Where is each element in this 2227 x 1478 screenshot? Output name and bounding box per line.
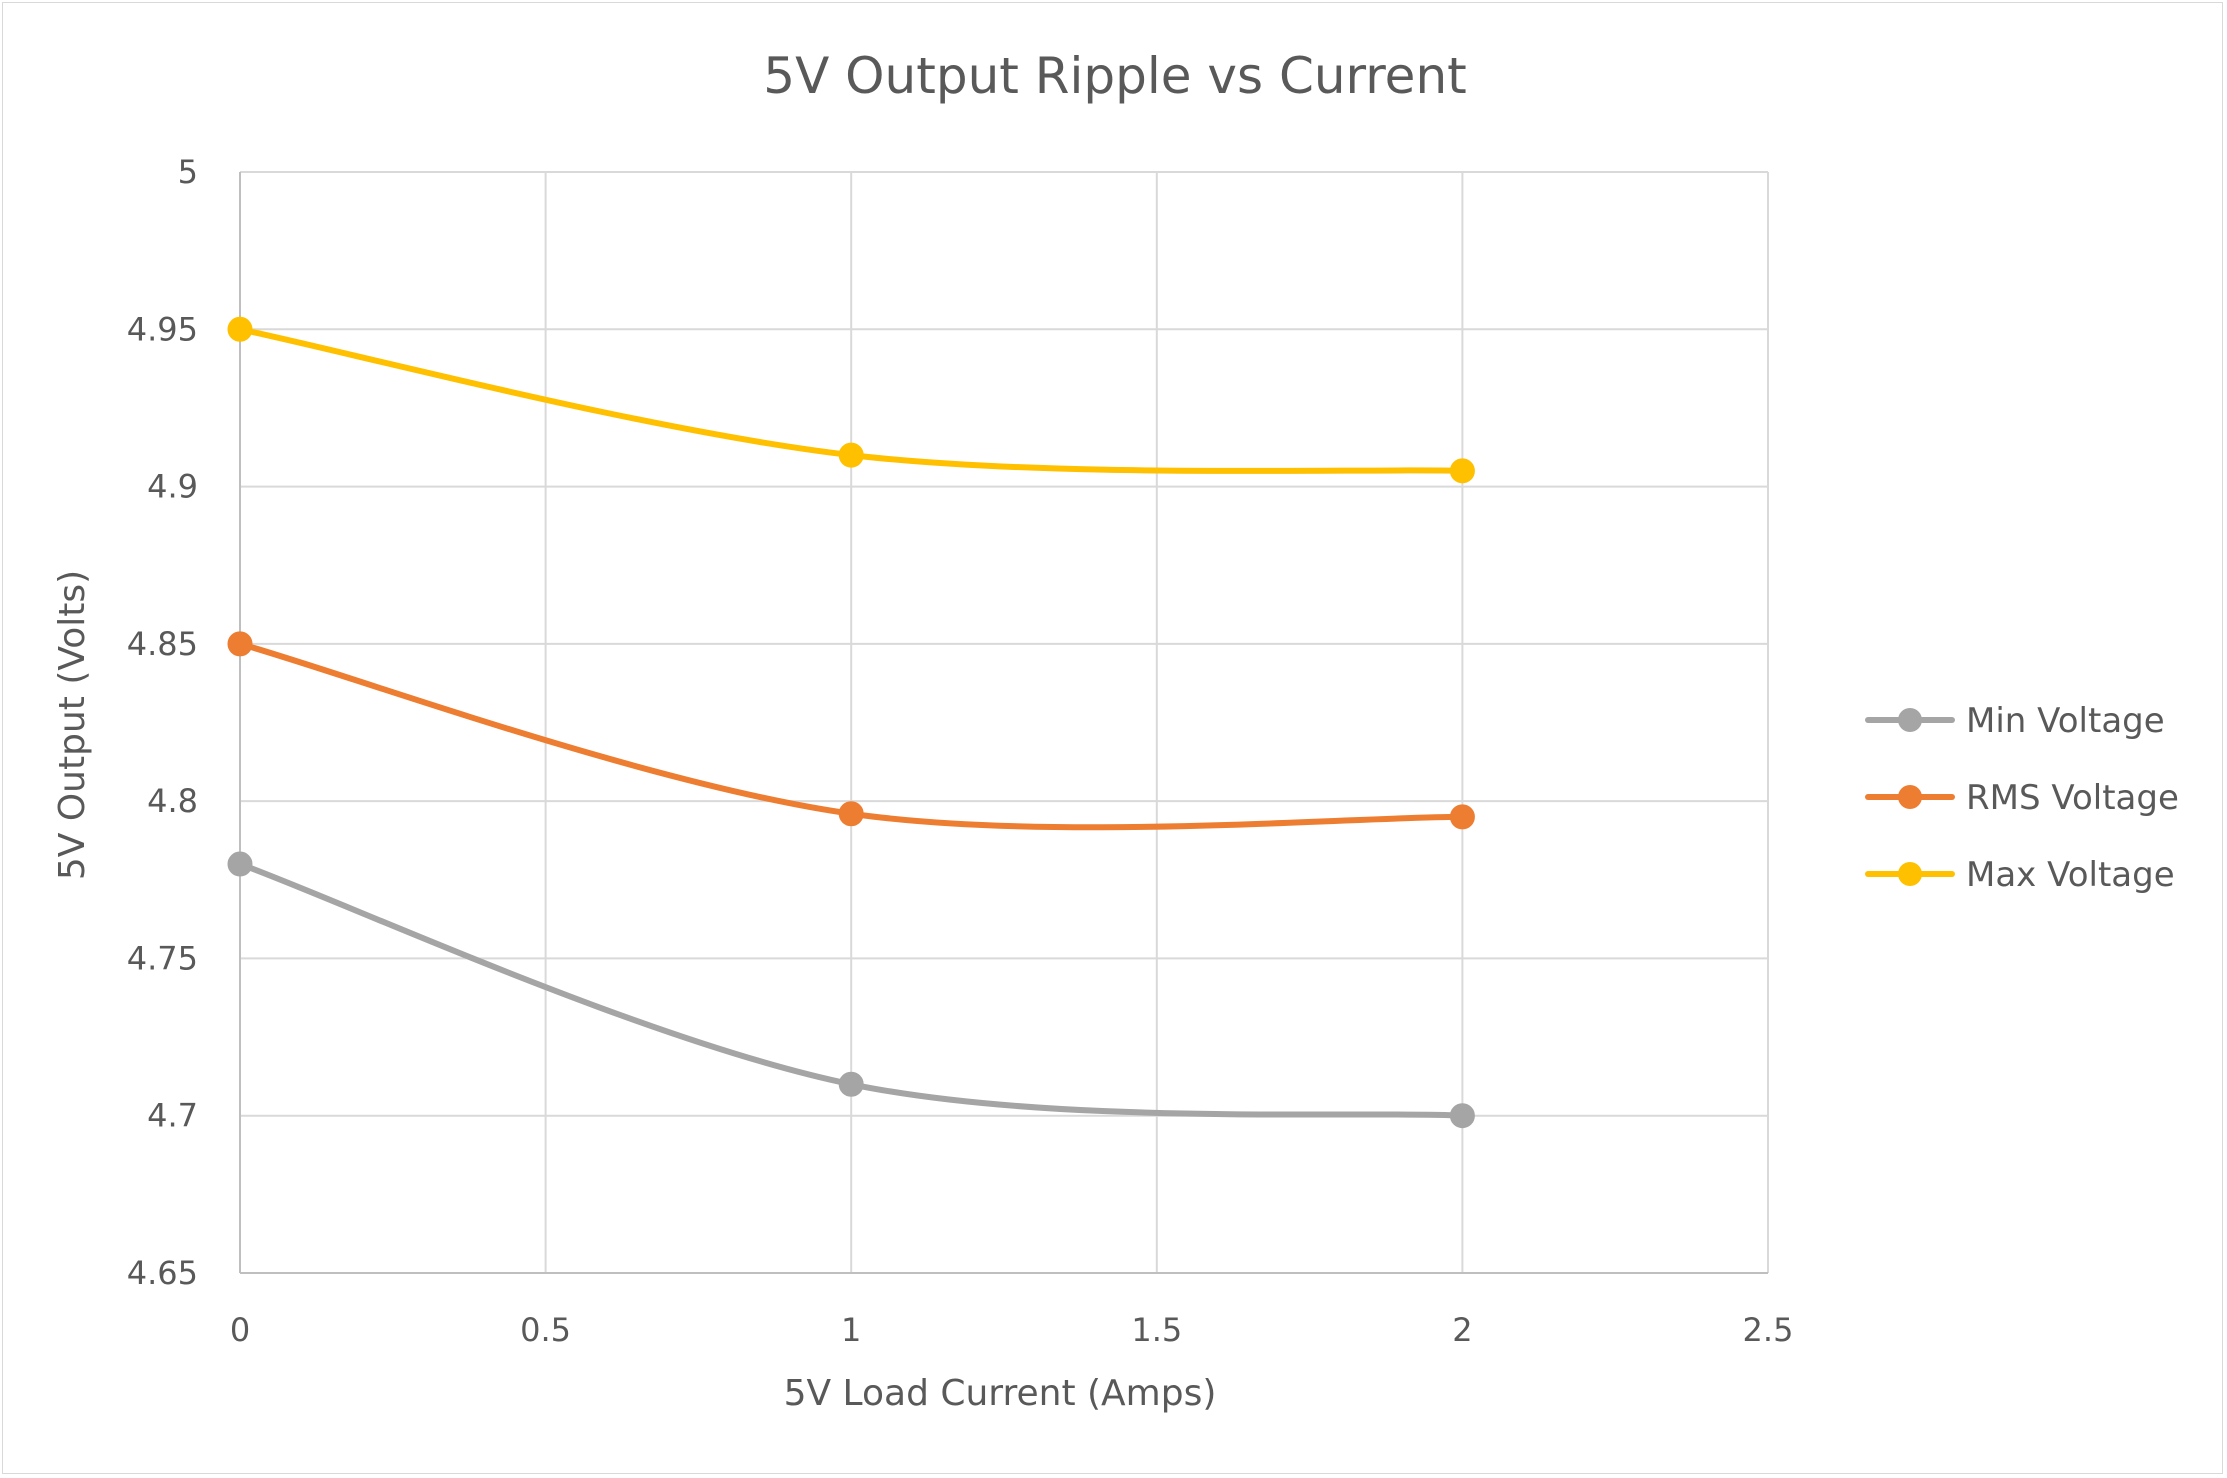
legend-label: Min Voltage	[1966, 701, 2165, 741]
data-point-rms-voltage	[227, 631, 253, 657]
data-point-max-voltage	[838, 442, 864, 468]
data-point-min-voltage	[838, 1071, 864, 1097]
legend-item-max-voltage: Max Voltage	[1865, 855, 2175, 895]
data-point-rms-voltage	[838, 801, 864, 827]
legend-swatch-marker	[1898, 708, 1922, 732]
y-tick-label: 5	[178, 153, 198, 191]
x-tick-label: 2.5	[1743, 1311, 1794, 1349]
y-tick-label: 4.8	[147, 782, 198, 820]
chart-title: 5V Output Ripple vs Current	[763, 47, 1466, 105]
legend-item-rms-voltage: RMS Voltage	[1865, 778, 2179, 818]
y-tick-label: 4.9	[147, 468, 198, 506]
legend-item-min-voltage: Min Voltage	[1865, 701, 2165, 741]
x-tick-labels: 0 0.5 1 1.5 2 2.5	[230, 1311, 1794, 1349]
y-axis-title: 5V Output (Volts)	[52, 570, 93, 880]
series-layer	[227, 316, 1475, 1129]
x-axis-title: 5V Load Current (Amps)	[784, 1373, 1217, 1414]
y-tick-label: 4.95	[127, 310, 198, 348]
x-tick-label: 0.5	[520, 1311, 571, 1349]
legend-label: RMS Voltage	[1966, 778, 2179, 818]
legend-swatch-marker	[1898, 785, 1922, 809]
y-tick-labels: 4.65 4.7 4.75 4.8 4.85 4.9 4.95 5	[127, 153, 198, 1292]
y-tick-label: 4.85	[127, 625, 198, 663]
y-tick-label: 4.65	[127, 1254, 198, 1292]
data-point-rms-voltage	[1449, 804, 1475, 830]
y-tick-label: 4.75	[127, 939, 198, 977]
x-tick-label: 0	[230, 1311, 250, 1349]
x-tick-label: 1	[841, 1311, 861, 1349]
series-max-voltage	[227, 316, 1475, 484]
series-rms-voltage	[227, 631, 1475, 831]
legend-label: Max Voltage	[1966, 855, 2175, 895]
data-point-min-voltage	[1449, 1103, 1475, 1129]
axis-lines	[239, 172, 1768, 1274]
legend: Min Voltage RMS Voltage Max Voltage	[1865, 701, 2179, 895]
x-tick-label: 2	[1452, 1311, 1472, 1349]
data-point-max-voltage	[227, 316, 253, 342]
data-point-max-voltage	[1449, 458, 1475, 484]
series-min-voltage	[227, 851, 1475, 1129]
data-point-min-voltage	[227, 851, 253, 877]
x-tick-label: 1.5	[1131, 1311, 1182, 1349]
y-tick-label: 4.7	[147, 1097, 198, 1135]
legend-swatch-marker	[1898, 862, 1922, 886]
